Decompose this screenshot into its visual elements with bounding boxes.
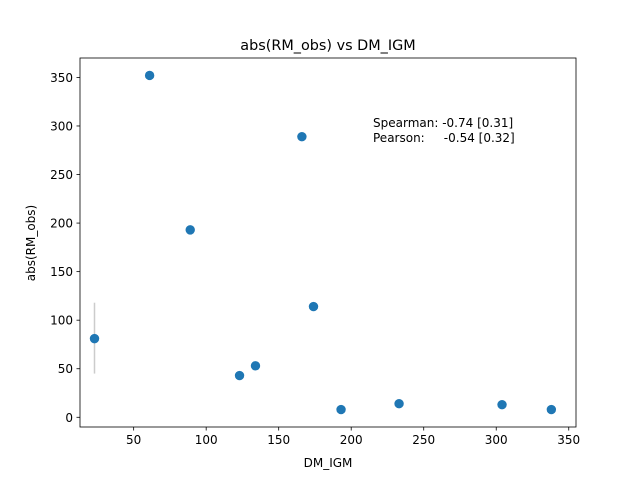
data-points [89, 70, 557, 415]
x-tick-label: 300 [485, 433, 508, 447]
spearman-annotation: Spearman: -0.74 [0.31] [373, 116, 513, 130]
data-point [250, 361, 261, 371]
x-tick-label: 200 [340, 433, 363, 447]
x-tick-label: 250 [412, 433, 435, 447]
y-tick-label: 250 [50, 168, 73, 182]
y-tick-label: 100 [50, 314, 73, 328]
data-point [297, 131, 307, 142]
chart-title: abs(RM_obs) vs DM_IGM [240, 38, 415, 54]
data-point [394, 398, 404, 409]
data-point [546, 404, 557, 415]
y-tick-label: 0 [65, 411, 73, 425]
data-point [185, 225, 195, 235]
axes-frame [79, 57, 577, 428]
x-tick-label: 100 [195, 433, 218, 447]
x-tick-label: 50 [126, 433, 141, 447]
x-axis-ticks: 50 100 150 200 250 300 350 [126, 427, 580, 447]
data-point [234, 370, 245, 381]
y-axis-label: abs(RM_obs) [24, 205, 38, 282]
y-tick-label: 200 [50, 217, 73, 231]
x-axis-label: DM_IGM [304, 456, 353, 470]
x-tick-label: 350 [557, 433, 580, 447]
y-tick-label: 300 [50, 119, 73, 133]
data-point [497, 399, 507, 410]
data-point [308, 301, 319, 312]
y-axis-ticks: 0 50 100 150 200 250 300 350 [50, 71, 80, 425]
y-tick-label: 150 [50, 265, 73, 279]
y-tick-label: 350 [50, 71, 73, 85]
data-point [89, 333, 100, 344]
data-point [336, 404, 346, 415]
x-tick-label: 150 [267, 433, 290, 447]
y-tick-label: 50 [58, 362, 73, 376]
data-point [144, 70, 155, 81]
plot-area: 50 100 150 200 250 300 350 0 50 100 150 200 250 300 3… [50, 57, 580, 447]
pearson-annotation: Pearson: -0.54 [0.32] [373, 131, 515, 145]
